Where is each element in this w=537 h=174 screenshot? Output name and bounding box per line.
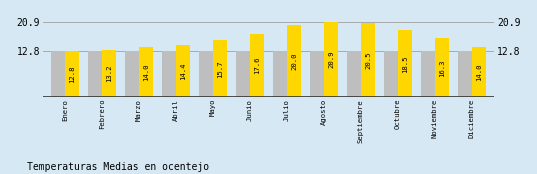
Text: 16.3: 16.3: [439, 59, 445, 77]
Bar: [88, 51, 102, 97]
Bar: [102, 50, 116, 97]
Bar: [273, 51, 287, 97]
Bar: [199, 51, 213, 97]
Bar: [324, 22, 338, 97]
Text: 20.5: 20.5: [365, 52, 371, 69]
Text: 20.0: 20.0: [291, 52, 297, 70]
Bar: [162, 51, 176, 97]
Text: 14.4: 14.4: [180, 63, 186, 80]
Bar: [310, 51, 324, 97]
Bar: [421, 51, 435, 97]
Text: 17.6: 17.6: [254, 57, 260, 74]
Text: 18.5: 18.5: [402, 55, 408, 73]
Bar: [384, 51, 398, 97]
Text: 14.0: 14.0: [476, 63, 482, 81]
Text: 13.2: 13.2: [106, 65, 112, 82]
Bar: [51, 51, 65, 97]
Text: 12.8: 12.8: [69, 65, 75, 83]
Bar: [139, 47, 153, 97]
Bar: [361, 23, 375, 97]
Bar: [435, 38, 449, 97]
Bar: [287, 25, 301, 97]
Text: 20.9: 20.9: [328, 51, 334, 68]
Bar: [347, 51, 361, 97]
Text: 14.0: 14.0: [143, 63, 149, 81]
Bar: [398, 30, 412, 97]
Text: 15.7: 15.7: [217, 60, 223, 78]
Bar: [65, 51, 79, 97]
Bar: [125, 51, 139, 97]
Bar: [236, 51, 250, 97]
Bar: [213, 41, 227, 97]
Text: Temperaturas Medias en ocentejo: Temperaturas Medias en ocentejo: [27, 162, 209, 172]
Bar: [176, 45, 190, 97]
Bar: [472, 47, 486, 97]
Bar: [458, 51, 472, 97]
Bar: [250, 34, 264, 97]
